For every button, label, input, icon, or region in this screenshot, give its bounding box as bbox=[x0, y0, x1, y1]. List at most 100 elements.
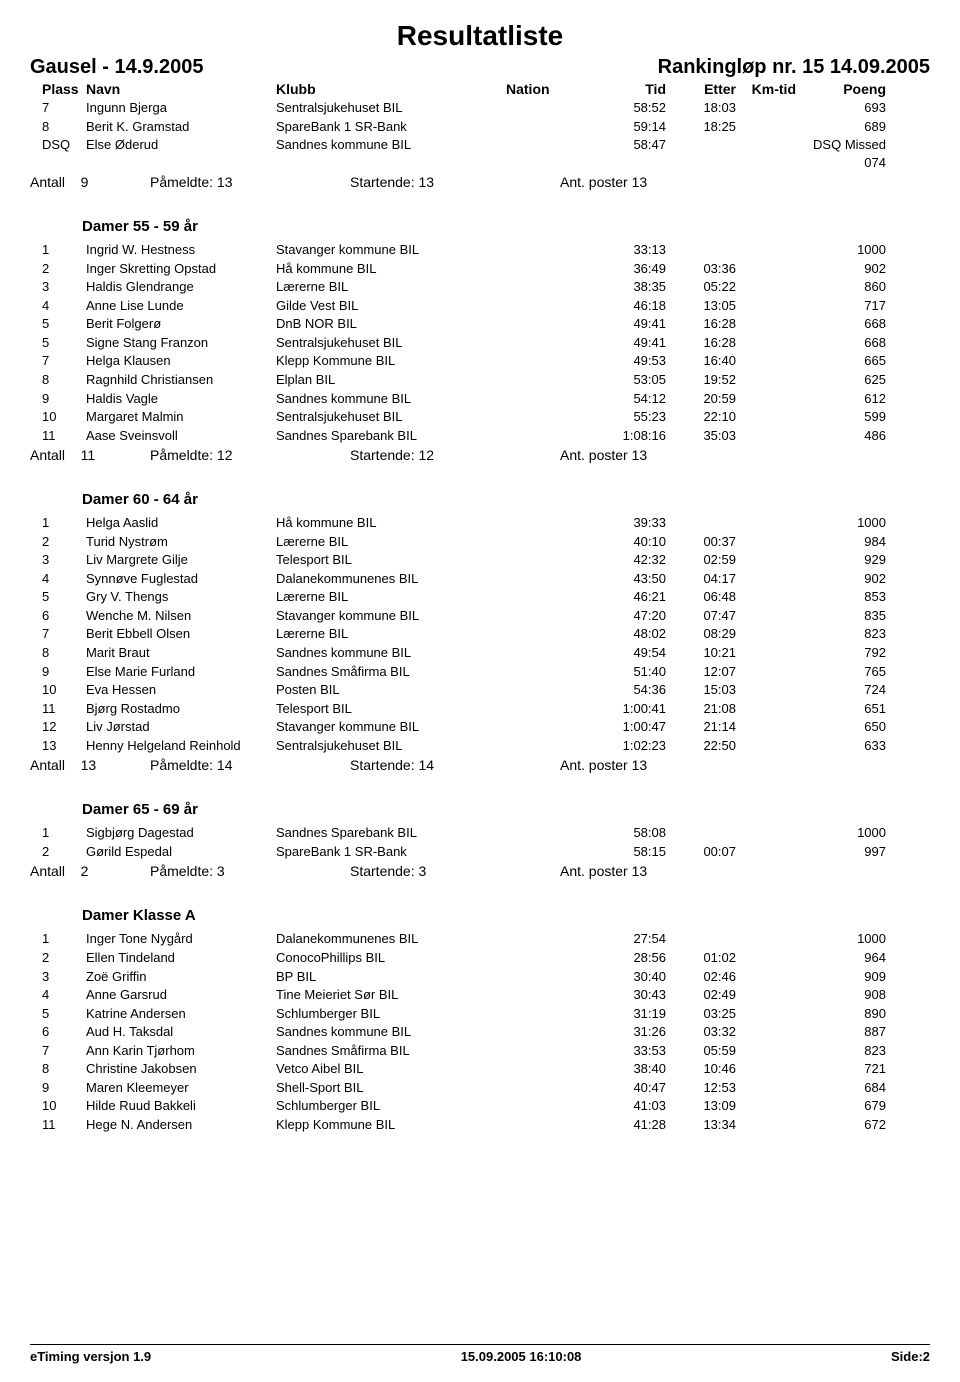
cell-etter: 16:28 bbox=[666, 315, 736, 333]
cell-nation bbox=[506, 625, 586, 643]
cell-tid: 1:08:16 bbox=[586, 427, 666, 445]
summary-startende: Startende: 13 bbox=[350, 174, 560, 190]
cell-poeng: 668 bbox=[796, 334, 886, 352]
summary-row: Antall 13Påmeldte: 14Startende: 14Ant. p… bbox=[30, 755, 930, 773]
cell-klubb: Sentralsjukehuset BIL bbox=[276, 99, 506, 117]
table-row: 8Marit BrautSandnes kommune BIL49:5410:2… bbox=[30, 644, 930, 663]
cell-plass: 10 bbox=[42, 408, 86, 426]
cell-tid: 48:02 bbox=[586, 625, 666, 643]
cell-poeng: 625 bbox=[796, 371, 886, 389]
table-row: 1Helga AaslidHå kommune BIL39:331000 bbox=[30, 514, 930, 533]
table-row: 11Bjørg RostadmoTelesport BIL1:00:4121:0… bbox=[30, 700, 930, 719]
cell-plass: 4 bbox=[42, 297, 86, 315]
cell-kmtid bbox=[736, 99, 796, 117]
cell-klubb: SpareBank 1 SR-Bank bbox=[276, 843, 506, 861]
cell-kmtid bbox=[736, 1005, 796, 1023]
cell-tid: 33:13 bbox=[586, 241, 666, 259]
cell-nation bbox=[506, 968, 586, 986]
cell-tid: 49:41 bbox=[586, 315, 666, 333]
cell-plass: 10 bbox=[42, 681, 86, 699]
cell-nation bbox=[506, 588, 586, 606]
cell-nation bbox=[506, 390, 586, 408]
cell-plass: 6 bbox=[42, 607, 86, 625]
col-klubb: Klubb bbox=[276, 81, 506, 97]
cell-nation bbox=[506, 949, 586, 967]
cell-navn: Liv Margrete Gilje bbox=[86, 551, 276, 569]
cell-etter: 08:29 bbox=[666, 625, 736, 643]
cell-navn: Aase Sveinsvoll bbox=[86, 427, 276, 445]
cell-klubb: Sandnes Sparebank BIL bbox=[276, 824, 506, 842]
cell-navn: Katrine Andersen bbox=[86, 1005, 276, 1023]
cell-plass: 8 bbox=[42, 1060, 86, 1078]
table-row: 5Gry V. ThengsLærerne BIL46:2106:48853 bbox=[30, 588, 930, 607]
table-row: 3Zoë GriffinBP BIL30:4002:46909 bbox=[30, 968, 930, 987]
cell-navn: Hilde Ruud Bakkeli bbox=[86, 1097, 276, 1115]
cell-etter: 03:36 bbox=[666, 260, 736, 278]
cell-klubb: Sentralsjukehuset BIL bbox=[276, 737, 506, 755]
cell-navn: Berit K. Gramstad bbox=[86, 118, 276, 136]
table-row: 3Liv Margrete GiljeTelesport BIL42:3202:… bbox=[30, 551, 930, 570]
cell-navn: Haldis Glendrange bbox=[86, 278, 276, 296]
table-row: 1Inger Tone NygårdDalanekommunenes BIL27… bbox=[30, 930, 930, 949]
col-etter: Etter bbox=[666, 81, 736, 97]
cell-etter: 01:02 bbox=[666, 949, 736, 967]
group-title: Damer 60 - 64 år bbox=[82, 491, 930, 508]
cell-klubb: Sandnes Småfirma BIL bbox=[276, 1042, 506, 1060]
cell-plass: 4 bbox=[42, 570, 86, 588]
cell-navn: Eva Hessen bbox=[86, 681, 276, 699]
cell-poeng: 599 bbox=[796, 408, 886, 426]
cell-tid: 31:26 bbox=[586, 1023, 666, 1041]
cell-tid: 36:49 bbox=[586, 260, 666, 278]
cell-klubb: Lærerne BIL bbox=[276, 278, 506, 296]
cell-navn: Turid Nystrøm bbox=[86, 533, 276, 551]
cell-nation bbox=[506, 533, 586, 551]
cell-plass: 13 bbox=[42, 737, 86, 755]
event-left: Gausel - 14.9.2005 bbox=[30, 56, 203, 79]
cell-poeng: 929 bbox=[796, 551, 886, 569]
cell-plass: 7 bbox=[42, 352, 86, 370]
cell-kmtid bbox=[736, 625, 796, 643]
cell-tid: 46:18 bbox=[586, 297, 666, 315]
table-row: DSQElse ØderudSandnes kommune BIL58:47DS… bbox=[30, 136, 930, 172]
cell-poeng: 721 bbox=[796, 1060, 886, 1078]
cell-nation bbox=[506, 1060, 586, 1078]
cell-klubb: Shell-Sport BIL bbox=[276, 1079, 506, 1097]
cell-tid: 55:23 bbox=[586, 408, 666, 426]
cell-klubb: Sentralsjukehuset BIL bbox=[276, 408, 506, 426]
cell-nation bbox=[506, 99, 586, 117]
cell-etter: 13:34 bbox=[666, 1116, 736, 1134]
cell-tid: 1:02:23 bbox=[586, 737, 666, 755]
cell-plass: 3 bbox=[42, 278, 86, 296]
cell-tid: 40:47 bbox=[586, 1079, 666, 1097]
cell-navn: Ellen Tindeland bbox=[86, 949, 276, 967]
cell-navn: Sigbjørg Dagestad bbox=[86, 824, 276, 842]
cell-nation bbox=[506, 427, 586, 445]
cell-poeng: 684 bbox=[796, 1079, 886, 1097]
cell-poeng: 909 bbox=[796, 968, 886, 986]
cell-kmtid bbox=[736, 408, 796, 426]
cell-plass: 9 bbox=[42, 390, 86, 408]
cell-plass: 8 bbox=[42, 118, 86, 136]
table-row: 13Henny Helgeland ReinholdSentralsjukehu… bbox=[30, 737, 930, 756]
cell-tid: 51:40 bbox=[586, 663, 666, 681]
cell-nation bbox=[506, 241, 586, 259]
cell-navn: Henny Helgeland Reinhold bbox=[86, 737, 276, 755]
cell-plass: 11 bbox=[42, 1116, 86, 1134]
table-row: 6Wenche M. NilsenStavanger kommune BIL47… bbox=[30, 607, 930, 626]
cell-poeng: 612 bbox=[796, 390, 886, 408]
cell-navn: Signe Stang Franzon bbox=[86, 334, 276, 352]
cell-nation bbox=[506, 260, 586, 278]
cell-tid: 49:54 bbox=[586, 644, 666, 662]
summary-startende: Startende: 3 bbox=[350, 863, 560, 879]
cell-nation bbox=[506, 570, 586, 588]
cell-tid: 58:15 bbox=[586, 843, 666, 861]
cell-tid: 39:33 bbox=[586, 514, 666, 532]
cell-klubb: Hå kommune BIL bbox=[276, 260, 506, 278]
table-row: 5Katrine AndersenSchlumberger BIL31:1903… bbox=[30, 1005, 930, 1024]
cell-nation bbox=[506, 1042, 586, 1060]
summary-poster: Ant. poster 13 bbox=[560, 757, 760, 773]
cell-etter: 02:46 bbox=[666, 968, 736, 986]
cell-nation bbox=[506, 663, 586, 681]
cell-klubb: Gilde Vest BIL bbox=[276, 297, 506, 315]
cell-nation bbox=[506, 371, 586, 389]
